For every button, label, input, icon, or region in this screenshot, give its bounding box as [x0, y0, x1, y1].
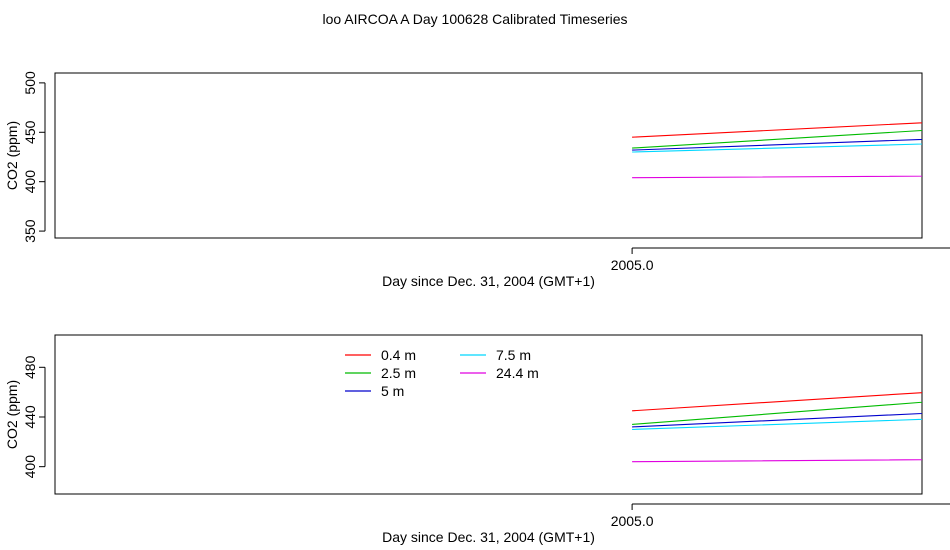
y-tick-label: 450 — [22, 120, 38, 144]
x-tick-label: 2005.0 — [611, 513, 654, 529]
plot-frame — [54, 72, 923, 239]
y-tick-label: 350 — [22, 219, 38, 243]
page-title: loo AIRCOA A Day 100628 Calibrated Times… — [322, 11, 627, 27]
y-tick-label: 400 — [22, 170, 38, 194]
legend-label-7-5-mm: 7.5 m — [496, 347, 531, 363]
legend-label-2-5-mm: 2.5 m — [381, 365, 416, 381]
plot-frame — [54, 334, 923, 495]
x-tick-label: 2005.0 — [611, 257, 654, 273]
series-line-24-4-mm — [632, 459, 922, 463]
panel-bottom: 2005.02005.22005.42005.62005.82006.0Day … — [4, 334, 950, 545]
y-tick-label: 440 — [22, 405, 38, 429]
legend-label-24-4-mm: 24.4 m — [496, 365, 539, 381]
panel-top: 2005.02005.22005.42005.62005.82006.0Day … — [4, 71, 950, 289]
y-axis-label: CO2 (ppm) — [4, 121, 20, 190]
series-line-2-5-mm — [632, 129, 922, 149]
series-line-24-4-mm — [632, 175, 922, 179]
y-axis-label: CO2 (ppm) — [4, 380, 20, 449]
y-tick-label: 400 — [22, 455, 38, 479]
x-axis-label: Day since Dec. 31, 2004 (GMT+1) — [382, 529, 595, 545]
legend-label-0-4-mm: 0.4 m — [381, 347, 416, 363]
x-axis-label: Day since Dec. 31, 2004 (GMT+1) — [382, 273, 595, 289]
y-tick-label: 500 — [22, 71, 38, 95]
series-line-7-5-mm — [632, 418, 922, 430]
legend-label-5-mm: 5 m — [381, 383, 404, 399]
series-line-2-5-mm — [632, 401, 922, 425]
y-tick-label: 480 — [22, 355, 38, 379]
